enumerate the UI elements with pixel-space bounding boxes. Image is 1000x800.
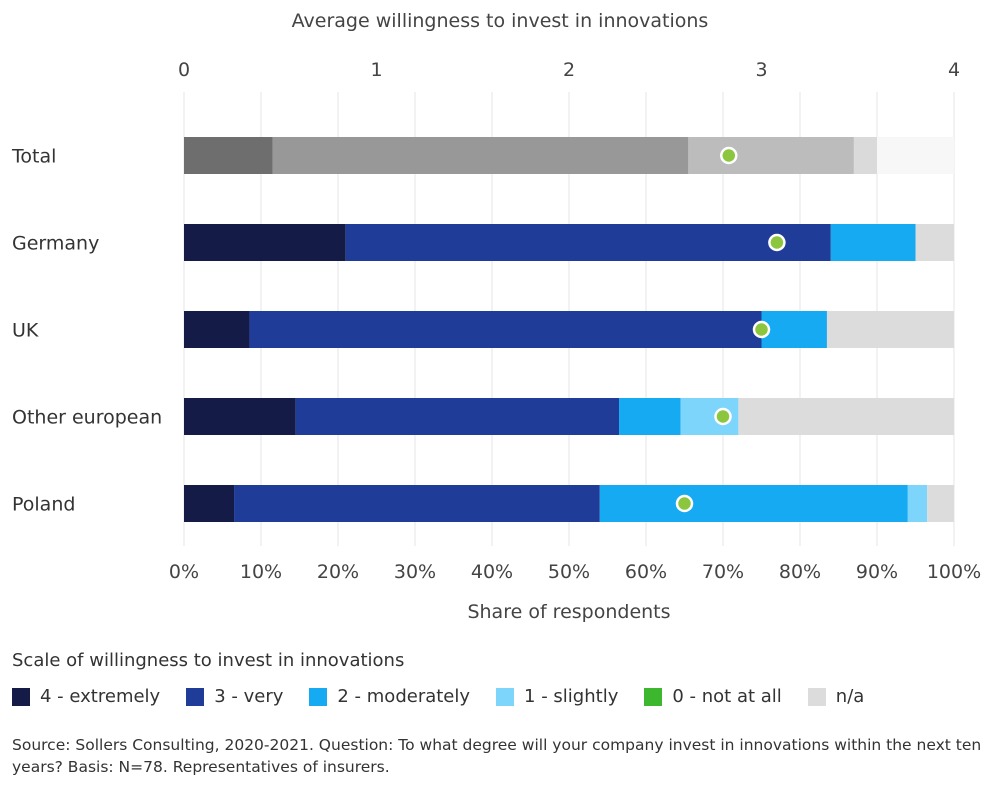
legend-label: n/a: [835, 686, 865, 707]
bar-segment: [184, 311, 250, 348]
x-axis-tick-label: 20%: [317, 561, 359, 583]
top-axis-tick-label: 0: [178, 59, 190, 81]
x-axis-tick-label: 0%: [169, 561, 199, 583]
bar-segment: [688, 137, 854, 174]
legend-label: 2 - moderately: [337, 686, 471, 707]
legend-item: n/a: [807, 686, 865, 707]
stacked-bar-chart: 0 1 2 3 40% 10% 20% 30% 40% 50% 60% 70% 80% 90% 100%Sh…: [11, 59, 981, 623]
bar-segment: [619, 398, 681, 435]
bar-segment: [234, 485, 600, 522]
bar-segment: [599, 485, 908, 522]
legend-swatch: [309, 687, 328, 706]
bar-segment: [915, 224, 954, 261]
bar-segment: [295, 398, 620, 435]
x-axis-tick-label: 30%: [394, 561, 436, 583]
bar-segment: [184, 224, 346, 261]
average-marker: [752, 320, 771, 339]
category-label: UK: [12, 320, 39, 342]
x-axis-tick-label: 80%: [779, 561, 821, 583]
category-label: Other european: [12, 407, 162, 429]
bar-segment: [738, 398, 954, 435]
legend-swatch: [186, 687, 205, 706]
average-marker: [768, 233, 786, 252]
x-axis-tick-label: 100%: [927, 561, 981, 583]
bar-segment: [184, 398, 296, 435]
legend-label: 0 - not at all: [672, 686, 782, 707]
legend: 4 - extremely 3 - very 2 - moderately 1 - s…: [12, 686, 890, 707]
bar-segment: [907, 485, 928, 522]
legend-swatch: [496, 687, 515, 706]
legend-label: 3 - very: [214, 686, 284, 707]
average-marker: [675, 494, 694, 513]
bar-segment: [853, 137, 877, 174]
legend-item: 0 - not at all: [644, 686, 782, 707]
x-axis-tick-label: 60%: [625, 561, 667, 583]
source-note: Source: Sollers Consulting, 2020-2021. Q…: [12, 736, 982, 776]
bar-segment: [249, 311, 762, 348]
top-axis-tick-label: 4: [948, 59, 960, 81]
x-axis-tick-label: 50%: [548, 561, 590, 583]
legend-swatch: [12, 687, 30, 706]
legend-label: 1 - slightly: [524, 686, 619, 707]
bar-segment: [184, 485, 235, 522]
x-axis-title: Share of respondents: [467, 601, 670, 623]
category-label: Total: [11, 146, 56, 168]
legend-title: Scale of willingness to invest in innova…: [12, 650, 405, 671]
bar-segment: [826, 311, 954, 348]
top-axis-tick-label: 1: [370, 59, 382, 81]
x-axis-tick-label: 40%: [471, 561, 513, 583]
bar-segment: [877, 137, 954, 174]
bar-segment: [761, 311, 827, 348]
x-axis-tick-label: 90%: [856, 561, 898, 583]
legend-item: 1 - slightly: [496, 686, 618, 707]
legend-item: 3 - very: [186, 686, 283, 707]
legend-swatch: [807, 687, 826, 706]
top-axis-tick-label: 2: [563, 59, 575, 81]
bar-segment: [830, 224, 916, 261]
category-label: Poland: [12, 494, 75, 516]
top-axis-tick-label: 3: [755, 59, 767, 81]
average-marker: [720, 146, 738, 165]
x-axis-tick-label: 10%: [240, 561, 282, 583]
bar-segment: [927, 485, 954, 522]
bar-segment: [272, 137, 689, 174]
legend-item: 4 - extremely: [12, 686, 160, 707]
legend-swatch: [644, 687, 663, 706]
bar-segment: [184, 137, 273, 174]
category-label: Germany: [12, 233, 99, 255]
legend-label: 4 - extremely: [40, 686, 161, 707]
average-marker: [714, 407, 732, 426]
bar-segment: [345, 224, 831, 261]
x-axis-tick-label: 70%: [702, 561, 744, 583]
top-axis-title: Average willingness to invest in innovat…: [291, 10, 709, 32]
legend-item: 2 - moderately: [309, 686, 470, 707]
